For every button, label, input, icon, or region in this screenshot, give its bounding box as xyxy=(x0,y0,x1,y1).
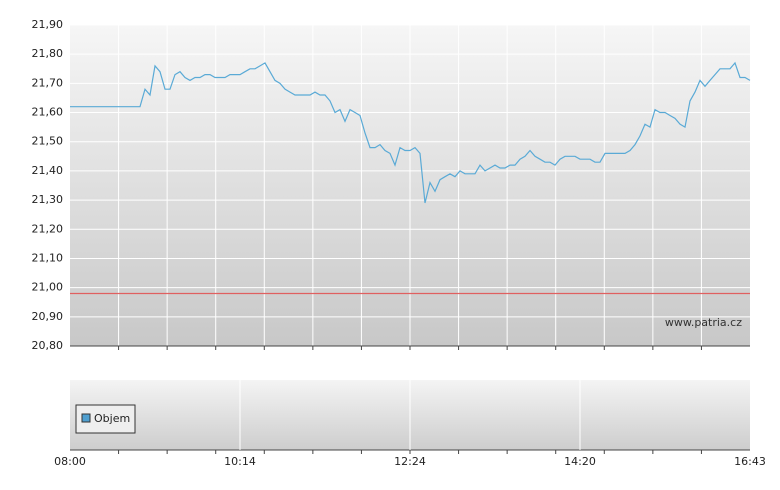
watermark: www.patria.cz xyxy=(665,316,742,329)
y-tick-label: 21,10 xyxy=(32,251,64,264)
x-tick-label: 16:43 xyxy=(734,455,766,468)
y-tick-label: 21,20 xyxy=(32,222,64,235)
y-tick-label: 21,50 xyxy=(32,135,64,148)
price-line xyxy=(70,61,751,204)
y-tick-label: 21,70 xyxy=(32,76,64,89)
y-tick-label: 21,90 xyxy=(32,18,64,31)
x-tick-label: 10:14 xyxy=(224,455,256,468)
x-tick-label: 14:20 xyxy=(564,455,596,468)
y-tick-label: 21,00 xyxy=(32,281,64,294)
y-tick-label: 20,80 xyxy=(32,339,64,352)
x-tick-label: 08:00 xyxy=(54,455,86,468)
y-tick-label: 21,80 xyxy=(32,47,64,60)
x-tick-label: 12:24 xyxy=(394,455,426,468)
y-tick-label: 21,30 xyxy=(32,193,64,206)
y-tick-label: 21,60 xyxy=(32,106,64,119)
legend-label: Objem xyxy=(94,412,130,425)
legend-swatch xyxy=(81,413,91,423)
y-tick-label: 21,40 xyxy=(32,164,64,177)
y-tick-label: 20,90 xyxy=(32,310,64,323)
